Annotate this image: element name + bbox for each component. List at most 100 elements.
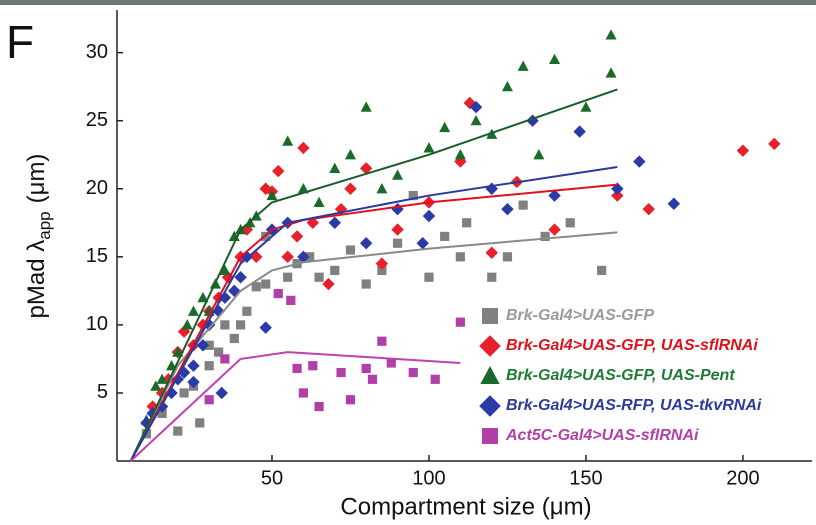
data-point (597, 266, 606, 275)
y-tick-label: 5 (97, 381, 108, 403)
data-point (462, 218, 471, 227)
data-point (737, 144, 749, 156)
data-point (179, 388, 188, 397)
x-tick-label: 50 (261, 467, 283, 489)
legend-marker (482, 308, 498, 324)
data-point (368, 375, 377, 384)
data-point (548, 223, 560, 235)
data-point (297, 142, 309, 154)
data-point (308, 361, 317, 370)
panel-label: F (6, 16, 34, 68)
data-point (376, 183, 387, 193)
data-point (393, 239, 402, 248)
data-point (409, 368, 418, 377)
data-point (187, 360, 199, 372)
data-point (291, 230, 303, 242)
x-tick-label: 150 (569, 467, 602, 489)
data-point (486, 247, 498, 259)
data-point (272, 165, 284, 177)
data-point (423, 210, 435, 222)
data-point (643, 203, 655, 215)
data-point (282, 135, 293, 145)
data-point (377, 337, 386, 346)
legend-marker (479, 395, 501, 417)
data-point (431, 375, 440, 384)
data-point (424, 273, 433, 282)
data-point (606, 67, 617, 77)
y-axis-title: pMad λapp(μm) (23, 154, 54, 319)
data-point (768, 138, 780, 150)
data-point (261, 279, 270, 288)
data-point (440, 232, 449, 241)
data-point (188, 306, 199, 316)
data-point (182, 319, 193, 329)
data-point (456, 318, 465, 327)
y-tick-label: 10 (86, 313, 108, 335)
data-point (518, 61, 529, 71)
data-point (336, 368, 345, 377)
data-point (456, 252, 465, 261)
legend-marker (480, 366, 499, 384)
image-strip (0, 0, 816, 5)
data-point (314, 402, 323, 411)
data-point (330, 266, 339, 275)
data-point (236, 320, 245, 329)
data-point (286, 296, 295, 305)
legend-label: Brk-Gal4>UAS-GFP (506, 307, 654, 324)
data-point (606, 29, 617, 39)
data-point (344, 183, 356, 195)
legend-label: Brk-Gal4>UAS-GFP, UAS-sflRNAi (506, 337, 758, 354)
data-point (292, 364, 301, 373)
data-point (439, 122, 450, 132)
data-point (205, 361, 214, 370)
data-point (549, 54, 560, 64)
data-point (391, 203, 403, 215)
y-title-unit: (μm) (23, 154, 50, 204)
data-point (173, 426, 182, 435)
data-point (329, 217, 341, 229)
data-point (503, 252, 512, 261)
data-point (580, 101, 591, 111)
data-point (281, 251, 293, 263)
data-point (416, 237, 428, 249)
data-point (533, 149, 544, 159)
data-point (487, 273, 496, 282)
data-point (455, 149, 466, 159)
data-point (573, 125, 585, 137)
y-title-sub: app (35, 211, 54, 239)
data-point (361, 101, 372, 111)
data-point (242, 307, 251, 316)
legend-marker (479, 335, 501, 357)
data-point (299, 388, 308, 397)
legend-label: Act5C-Gal4>UAS-sflRNAi (505, 427, 699, 444)
data-point (346, 245, 355, 254)
data-point (566, 218, 575, 227)
data-point (391, 223, 403, 235)
legend-label: Brk-Gal4>UAS-RFP, UAS-tkvRNAi (506, 397, 762, 414)
chart: F Compartment size (μm) pMad λapp(μm) 50… (0, 0, 816, 525)
data-point (329, 163, 340, 173)
data-point (220, 320, 229, 329)
data-point (283, 273, 292, 282)
data-point (195, 418, 204, 427)
data-point (314, 273, 323, 282)
y-tick-label: 30 (86, 41, 108, 63)
data-point (314, 197, 325, 207)
data-point (362, 364, 371, 373)
data-point (471, 115, 482, 125)
data-point (633, 155, 645, 167)
legend-marker (482, 428, 498, 444)
data-point (360, 237, 372, 249)
data-point (502, 81, 513, 91)
y-tick-label: 15 (86, 245, 108, 267)
data-point (346, 395, 355, 404)
x-tick-label: 100 (412, 467, 445, 489)
y-tick-label: 25 (86, 109, 108, 131)
data-point (274, 289, 283, 298)
data-point (216, 387, 228, 399)
data-point (423, 142, 434, 152)
data-point (501, 203, 513, 215)
legend-label: Brk-Gal4>UAS-GFP, UAS-Pent (506, 367, 735, 384)
x-tick-label: 200 (726, 467, 759, 489)
data-point (345, 149, 356, 159)
